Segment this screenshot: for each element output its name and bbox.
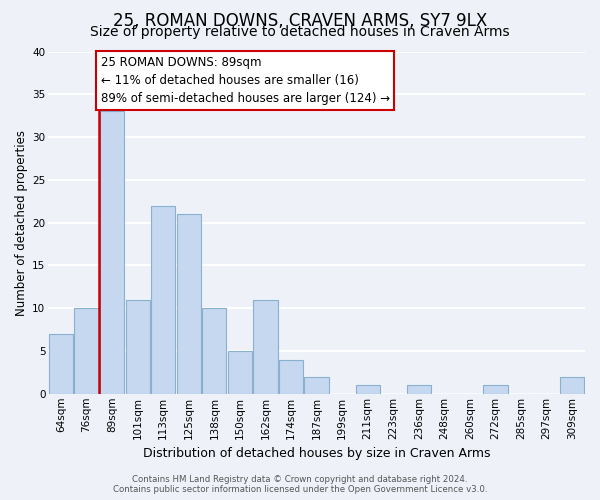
Bar [560,376,584,394]
Text: Size of property relative to detached houses in Craven Arms: Size of property relative to detached ho… [90,25,510,39]
Bar [407,385,431,394]
Bar [356,385,380,394]
Bar [100,112,124,394]
Y-axis label: Number of detached properties: Number of detached properties [15,130,28,316]
Bar [202,308,226,394]
Bar [253,300,278,394]
Text: 25, ROMAN DOWNS, CRAVEN ARMS, SY7 9LX: 25, ROMAN DOWNS, CRAVEN ARMS, SY7 9LX [113,12,487,30]
Bar [228,351,252,394]
Bar [49,334,73,394]
Bar [304,376,329,394]
Bar [151,206,175,394]
Text: Contains HM Land Registry data © Crown copyright and database right 2024.
Contai: Contains HM Land Registry data © Crown c… [113,474,487,494]
Text: 25 ROMAN DOWNS: 89sqm
← 11% of detached houses are smaller (16)
89% of semi-deta: 25 ROMAN DOWNS: 89sqm ← 11% of detached … [101,56,390,105]
X-axis label: Distribution of detached houses by size in Craven Arms: Distribution of detached houses by size … [143,447,490,460]
Bar [176,214,201,394]
Bar [74,308,98,394]
Bar [279,360,303,394]
Bar [125,300,150,394]
Bar [484,385,508,394]
